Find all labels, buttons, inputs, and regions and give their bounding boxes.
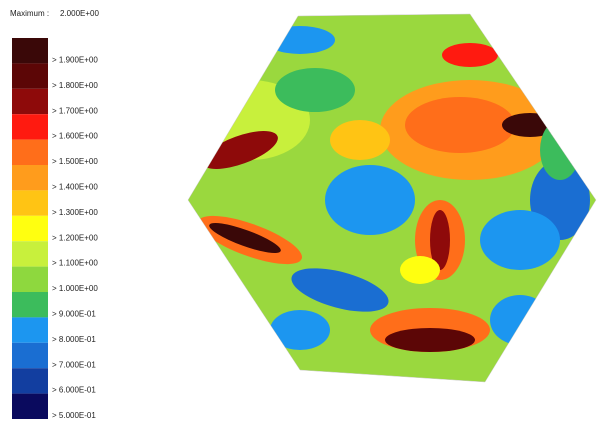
mesh-outline [187, 13, 597, 383]
legend-swatch [12, 317, 48, 343]
legend-swatch [12, 165, 48, 191]
legend-swatch [12, 393, 48, 419]
legend-swatch [12, 292, 48, 318]
legend-label: > 5.000E-01 [52, 411, 96, 420]
legend-label: > 7.000E-01 [52, 360, 96, 369]
legend-label: > 1.000E+00 [52, 284, 98, 293]
legend-swatch [12, 63, 48, 89]
legend-swatch [12, 342, 48, 369]
legend-label: > 1.900E+00 [52, 56, 98, 65]
legend-swatch [12, 190, 48, 216]
legend-label: > 1.400E+00 [52, 183, 98, 192]
legend-label: > 1.800E+00 [52, 81, 98, 90]
maximum-label: Maximum : [10, 9, 49, 18]
legend-label: > 1.300E+00 [52, 208, 98, 217]
legend-label: > 1.500E+00 [52, 157, 98, 166]
legend-swatch [12, 215, 48, 242]
legend-swatch [12, 114, 48, 140]
legend-swatch [12, 88, 48, 115]
legend-swatch [12, 139, 48, 165]
legend-label: > 8.000E-01 [52, 335, 96, 344]
legend-label: > 1.600E+00 [52, 132, 98, 141]
legend-label: > 6.000E-01 [52, 386, 96, 395]
legend-swatch [12, 266, 48, 292]
legend-swatch [12, 241, 48, 267]
legend-label: > 1.100E+00 [52, 259, 98, 268]
legend-label: > 1.700E+00 [52, 106, 98, 115]
legend-label: > 9.000E-01 [52, 310, 96, 319]
contour-field [188, 14, 596, 382]
legend-swatch [12, 368, 48, 394]
legend-label: > 1.200E+00 [52, 233, 98, 242]
legend-swatch [12, 38, 48, 64]
maximum-value: 2.000E+00 [60, 9, 99, 18]
